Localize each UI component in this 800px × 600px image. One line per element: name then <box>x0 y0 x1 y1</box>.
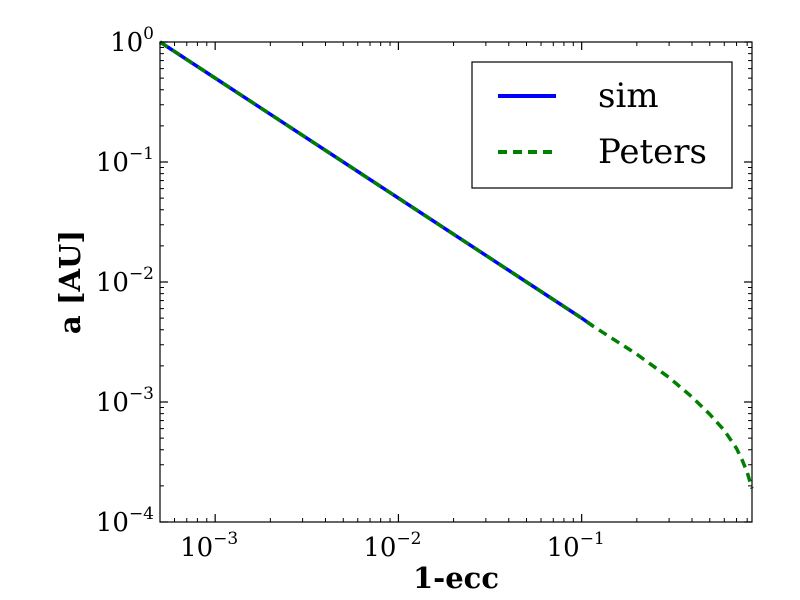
plot-lines <box>159 40 754 490</box>
x-tick-label: 10−1 <box>547 529 605 563</box>
x-axis-label: 1-ecc <box>413 561 499 595</box>
legend-label-peters: Peters <box>598 132 707 172</box>
y-tick-label: 100 <box>110 24 154 58</box>
ticks: 10−3 10−2 10−1 10−4 10−3 10−2 10−1 100 <box>96 24 752 563</box>
legend-box <box>471 61 733 189</box>
y-axis-label: a [AU] <box>53 230 87 334</box>
x-tick-label: 10−3 <box>180 529 238 563</box>
series-line-peters <box>159 40 754 490</box>
legend: sim Peters <box>471 61 733 189</box>
x-tick-label: 10−2 <box>363 529 421 563</box>
y-tick-label: 10−1 <box>96 144 154 178</box>
y-tick-label: 10−2 <box>96 264 154 298</box>
y-tick-label: 10−4 <box>96 504 154 538</box>
y-tick-label: 10−3 <box>96 384 154 418</box>
legend-label-sim: sim <box>598 76 659 116</box>
plot-frame <box>159 41 753 523</box>
